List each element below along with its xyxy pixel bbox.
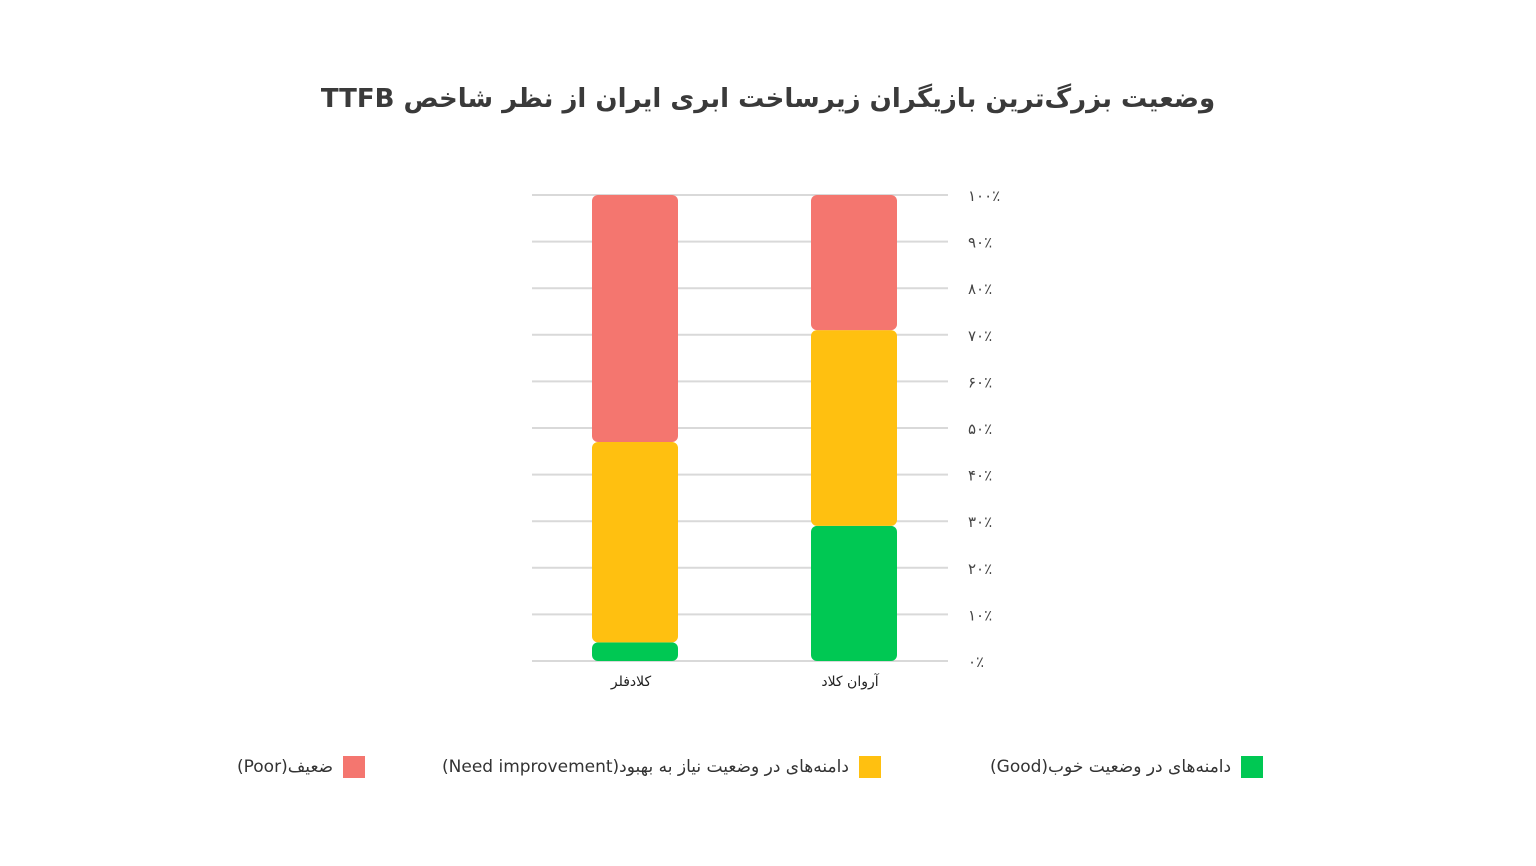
legend-label-need-improvement: دامنه‌های در وضعیت نیاز به بهبود(Need im…	[442, 757, 849, 777]
bar-segment	[592, 441, 678, 643]
bar-segment	[811, 525, 897, 661]
legend-swatch-need-improvement	[858, 756, 881, 778]
legend-swatch-good	[1241, 756, 1264, 778]
bar-segment	[811, 195, 897, 331]
bar-segment	[592, 642, 678, 661]
y-tick-label: ۱۰٪	[968, 606, 992, 624]
y-tick-label: ۱۰۰٪	[968, 187, 1000, 205]
y-tick-label: ۷۰٪	[968, 327, 992, 345]
y-tick-label: ۶۰٪	[968, 373, 992, 391]
y-tick-label: ۴۰٪	[968, 467, 992, 485]
legend-item-poor: ضعیف(Poor)	[237, 756, 366, 778]
y-tick-label: ۵۰٪	[968, 420, 992, 438]
y-tick-label: ۲۰٪	[968, 560, 992, 578]
bar-segment	[592, 195, 678, 442]
x-tick-label: آروان کلاد	[821, 673, 879, 690]
legend-label-poor: ضعیف(Poor)	[237, 757, 334, 777]
chart-title: وضعیت بزرگ‌ترین بازیگران زیرساخت ابری ای…	[320, 84, 1216, 114]
y-tick-label: ۳۰٪	[968, 513, 992, 531]
y-tick-label: ۸۰٪	[968, 280, 992, 298]
y-tick-label: ۰٪	[968, 653, 984, 671]
legend-label-good: دامنه‌های در وضعیت خوب(Good)	[990, 757, 1232, 777]
legend-swatch-poor	[343, 756, 366, 778]
legend-item-need-improvement: دامنه‌های در وضعیت نیاز به بهبود(Need im…	[442, 756, 881, 778]
legend-item-good: دامنه‌های در وضعیت خوب(Good)	[990, 756, 1264, 778]
y-tick-label: ۹۰٪	[968, 234, 992, 252]
bar-segment	[811, 330, 897, 526]
x-tick-label: کلادفلر	[610, 674, 652, 690]
